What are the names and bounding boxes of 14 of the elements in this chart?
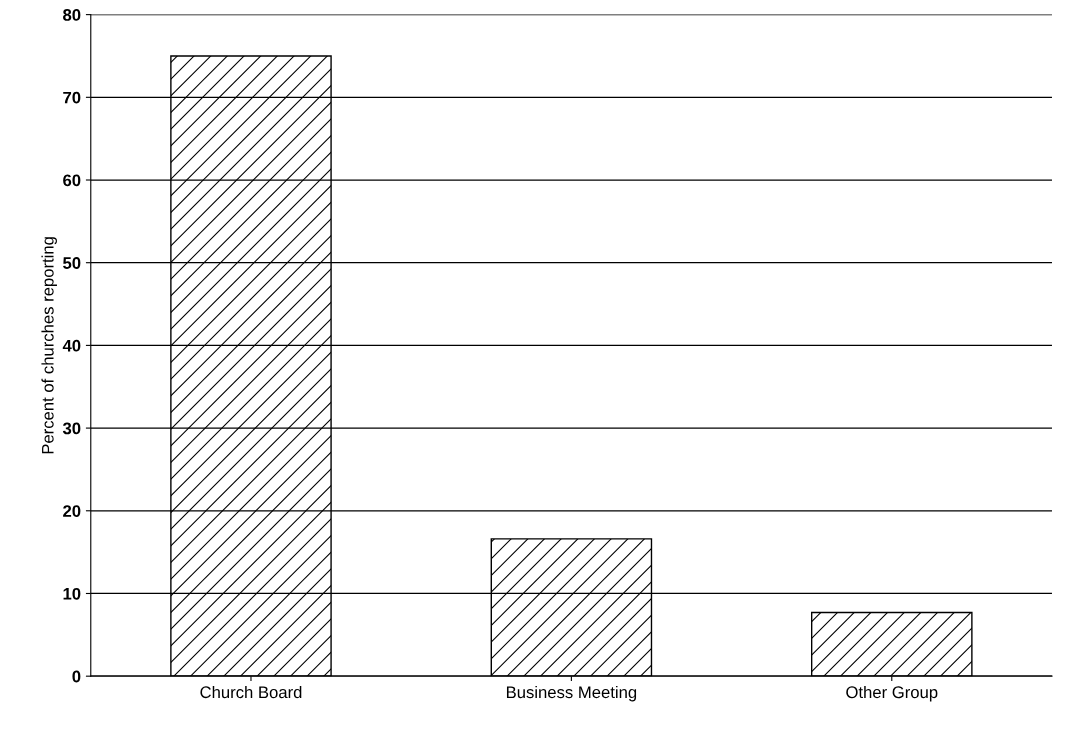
y-tick-label: 70 xyxy=(63,91,81,104)
y-tick-label: 50 xyxy=(63,257,81,269)
y-axis-title: Percent of churches reporting xyxy=(41,237,57,454)
y-tick-label: 40 xyxy=(62,339,81,352)
y-tick-label: 60 xyxy=(63,174,81,187)
y-tick-label: 10 xyxy=(63,587,81,600)
y-tick-label: 0 xyxy=(72,670,81,683)
x-tick-label: Business Meeting xyxy=(506,685,637,702)
bar xyxy=(810,611,973,677)
y-tick-label: 20 xyxy=(63,505,81,517)
y-tick-label: 80 xyxy=(63,9,81,21)
x-tick-label: Other Group xyxy=(846,685,938,702)
x-tick-label: Church Board xyxy=(200,685,302,699)
y-tick-label: 30 xyxy=(62,422,81,435)
